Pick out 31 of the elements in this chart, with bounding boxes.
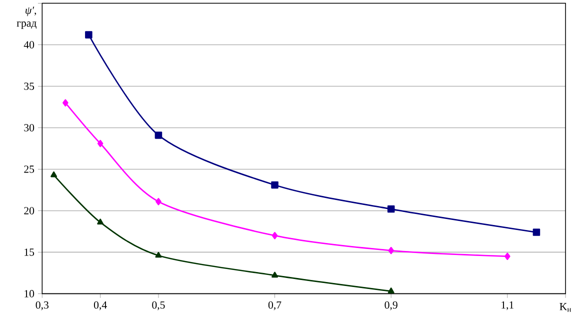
point [156, 198, 162, 206]
y-axis-title: ψ′, град [16, 6, 36, 29]
y-tick-label: 35 [24, 82, 34, 90]
point [155, 252, 162, 258]
point [504, 252, 510, 260]
x-tick-label: 0,4 [94, 301, 107, 310]
y-tick-label: 20 [24, 207, 34, 214]
point [387, 205, 395, 213]
y-tick-label: 30 [24, 124, 34, 132]
x-axis-title: K$_{н}$ [560, 303, 572, 312]
point [154, 132, 162, 139]
point [272, 232, 278, 240]
x-tick-label: 0,5 [152, 301, 165, 310]
y-tick-label: 40 [24, 41, 34, 48]
point [388, 288, 394, 294]
point [62, 99, 68, 106]
point [97, 140, 104, 148]
y-tick-label: 25 [24, 166, 34, 173]
x-tick-label: 0,7 [268, 301, 282, 310]
x-tick-label: 0,9 [384, 301, 398, 310]
point [532, 228, 540, 236]
y-tick-label: 15 [24, 248, 34, 256]
x-tick-label: 0,3 [36, 301, 48, 310]
point [388, 246, 394, 254]
y-tick-label: 10 [24, 290, 34, 298]
point [50, 171, 58, 178]
point [272, 272, 278, 278]
point [271, 181, 278, 189]
point [97, 218, 104, 224]
point [85, 31, 92, 38]
x-tick-label: 1,1 [502, 301, 514, 310]
